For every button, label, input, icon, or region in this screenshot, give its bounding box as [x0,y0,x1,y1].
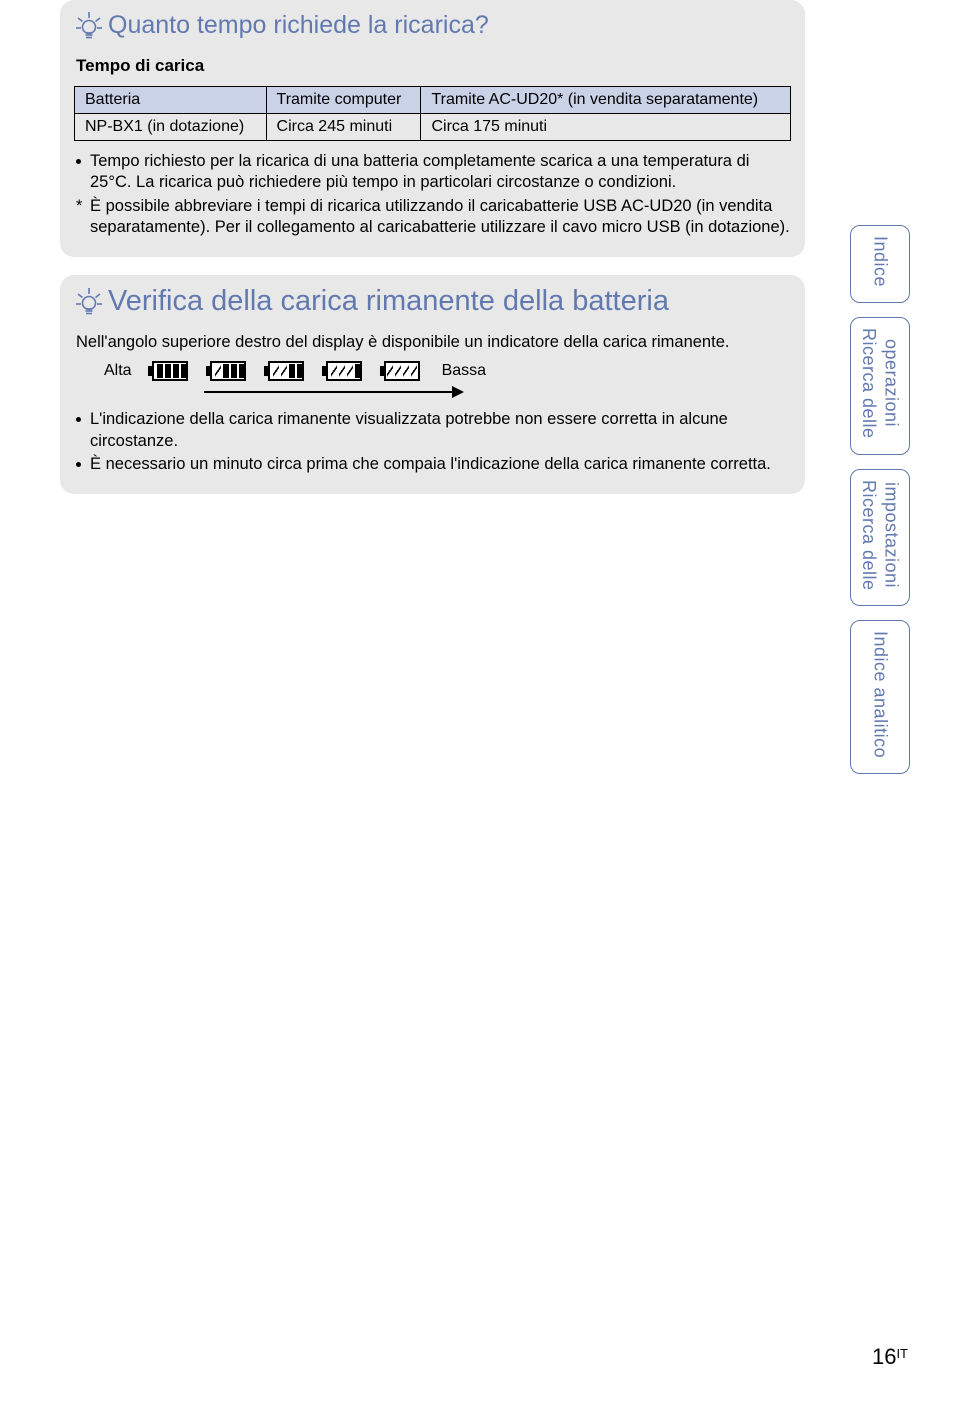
tip-header-1: Quanto tempo richiede la ricarica? [74,10,489,40]
tip-title-2: Verifica della carica rimanente della ba… [108,285,669,318]
battery-icon [326,361,364,381]
tab-ricerca-impostazioni[interactable]: impostazioniRicerca delle [850,469,910,607]
tab-indice[interactable]: Indice [850,225,910,303]
tip-box-battery-check: Verifica della carica rimanente della ba… [60,275,805,494]
tip-title-1: Quanto tempo richiede la ricarica? [108,11,489,40]
battery-icon [268,361,306,381]
tip2-note-2: È necessario un minuto circa prima che c… [76,454,791,475]
tip1-note-1: Tempo richiesto per la ricarica di una b… [76,151,791,194]
tip-header-2: Verifica della carica rimanente della ba… [74,285,669,318]
th-computer: Tramite computer [266,87,421,114]
page-number: 16IT [872,1344,908,1370]
battery-icons [152,361,422,381]
td-acud20: Circa 175 minuti [421,114,791,141]
side-nav-tabs: Indice operazioniRicerca delle impostazi… [850,225,910,788]
tip2-note-1: L'indicazione della carica rimanente vis… [76,409,791,452]
th-acud20: Tramite AC-UD20* (in vendita separatamen… [421,87,791,114]
tip1-subhead: Tempo di carica [76,56,791,76]
lightbulb-icon [74,286,104,316]
arrow-high-to-low [204,385,791,399]
th-battery: Batteria [75,87,267,114]
battery-level-row: Alta Bassa [104,361,791,381]
tip-box-charge-time: Quanto tempo richiede la ricarica? Tempo… [60,0,805,257]
tip1-note-2: *È possibile abbreviare i tempi di ricar… [76,196,791,239]
td-battery: NP-BX1 (in dotazione) [75,114,267,141]
battery-icon [384,361,422,381]
tip1-notes: Tempo richiesto per la ricarica di una b… [74,151,791,239]
charge-time-table: Batteria Tramite computer Tramite AC-UD2… [74,86,791,141]
lightbulb-icon [74,10,104,40]
tab-ricerca-operazioni[interactable]: operazioniRicerca delle [850,317,910,455]
tip2-notes: L'indicazione della carica rimanente vis… [74,409,791,475]
tab-indice-analitico[interactable]: Indice analitico [850,620,910,774]
label-low: Bassa [442,362,486,380]
battery-icon [210,361,248,381]
battery-icon [152,361,190,381]
label-high: Alta [104,362,132,380]
tip2-intro: Nell'angolo superiore destro del display… [76,332,789,353]
td-computer: Circa 245 minuti [266,114,421,141]
